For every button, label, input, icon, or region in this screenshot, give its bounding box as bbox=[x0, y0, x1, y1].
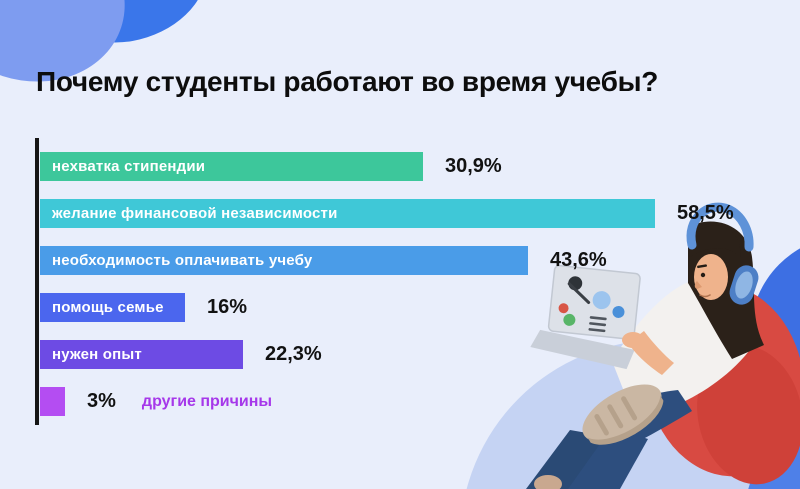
bar-label: нехватка стипендии bbox=[52, 158, 206, 175]
leg-crossed-shin bbox=[568, 427, 648, 489]
chart-title: Почему студенты работают во время учебы? bbox=[36, 66, 658, 97]
bar-row-2: желание финансовой независимости 58,5% bbox=[40, 199, 734, 228]
bar-label: желание финансовой независимости bbox=[52, 205, 338, 222]
bar-label: необходимость оплачивать учебу bbox=[52, 252, 313, 269]
bar-nuzhen-opyt: нужен опыт bbox=[40, 340, 243, 369]
headphones-band bbox=[686, 202, 754, 252]
headphones-cup bbox=[729, 265, 759, 305]
bar-value: 22,3% bbox=[265, 343, 322, 365]
laptop bbox=[530, 264, 641, 370]
shoe bbox=[582, 384, 664, 445]
bar-drugie-prichiny bbox=[40, 387, 65, 416]
bar-value: 43,6% bbox=[550, 249, 607, 271]
mouth bbox=[699, 294, 711, 298]
bar-value: 30,9% bbox=[445, 155, 502, 177]
bar-pomosch-semye: помощь семье bbox=[40, 293, 185, 322]
cloud-sticker bbox=[592, 291, 611, 310]
green-sticker bbox=[563, 313, 576, 326]
bar-row-6: 3% другие причины bbox=[40, 387, 272, 416]
leg-far bbox=[526, 430, 610, 489]
chart-axis-line bbox=[35, 138, 39, 425]
foot-far bbox=[534, 475, 562, 489]
bar-row-5: нужен опыт 22,3% bbox=[40, 340, 322, 369]
bar-row-1: нехватка стипендии 30,9% bbox=[40, 152, 502, 181]
bar-value: 3% bbox=[87, 390, 116, 412]
bar-row-4: помощь семье 16% bbox=[40, 293, 247, 322]
bar-finansovaya-nezavisimost: желание финансовой независимости bbox=[40, 199, 655, 228]
badge-sticker bbox=[612, 305, 625, 318]
red-sticker bbox=[558, 303, 569, 314]
bar-oplachivat-uchebu: необходимость оплачивать учебу bbox=[40, 246, 528, 275]
outside-bar-label: другие причины bbox=[141, 392, 273, 410]
bar-value: 16% bbox=[207, 296, 248, 318]
bar-label: помощь семье bbox=[52, 299, 164, 316]
nose bbox=[694, 281, 702, 289]
laptop-keyboard bbox=[530, 329, 635, 370]
line-sticker bbox=[567, 282, 591, 304]
eye bbox=[700, 272, 706, 278]
student-on-beanbag-illustration bbox=[466, 202, 800, 489]
bar-nehvatka-stipendii: нехватка стипендии bbox=[40, 152, 423, 181]
hand bbox=[622, 332, 644, 348]
beanbag-shade bbox=[697, 345, 800, 485]
bar-value: 58,5% bbox=[677, 202, 734, 224]
bar-label: нужен опыт bbox=[52, 346, 142, 363]
bar-row-3: необходимость оплачивать учебу 43,6% bbox=[40, 246, 607, 275]
brow bbox=[697, 264, 707, 269]
hair-fringe bbox=[689, 225, 741, 257]
